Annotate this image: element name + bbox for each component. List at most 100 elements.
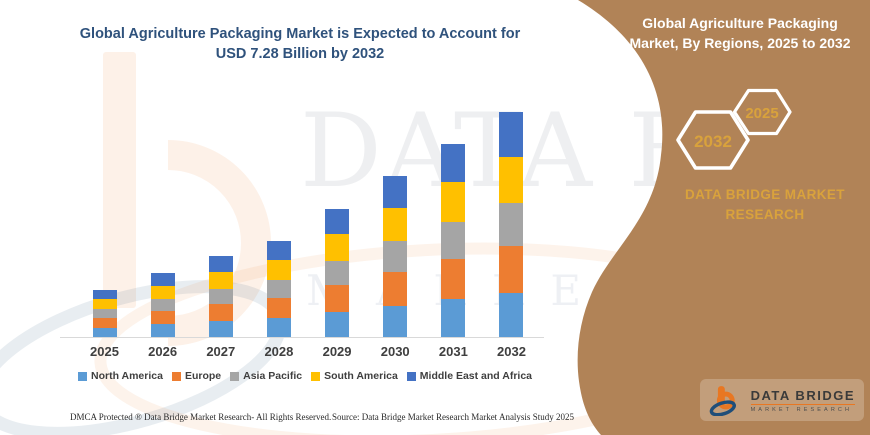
legend-swatch (311, 371, 321, 381)
bar-column-2027 (192, 95, 249, 337)
x-axis-line (60, 337, 544, 338)
chart-title: Global Agriculture Packaging Market is E… (58, 24, 542, 64)
bar-stack-2030 (383, 176, 408, 337)
bar-stack-2031 (441, 143, 466, 337)
bar-segment-2025-north-america (92, 327, 117, 337)
bar-segment-2028-north-america (266, 318, 291, 337)
legend-swatch (171, 371, 181, 381)
bar-segment-2029-asia-pacific (325, 260, 350, 286)
x-axis-label-2029: 2029 (322, 344, 352, 359)
bar-segment-2029-middle-east-and-africa (325, 209, 350, 235)
x-axis-label-2030: 2030 (380, 344, 410, 359)
bar-segment-2029-south-america (325, 234, 350, 261)
bar-stack-2026 (150, 272, 175, 337)
legend-item-north-america: North America (77, 370, 163, 382)
bar-segment-2030-europe (383, 271, 408, 306)
legend-item-middle-east-and-africa: Middle East and Africa (406, 370, 533, 382)
bar-segment-2026-europe (150, 311, 175, 325)
bar-segment-2030-north-america (383, 305, 408, 337)
panel-title-line1: Global Agriculture Packaging (642, 15, 838, 31)
legend-swatch (230, 371, 240, 381)
bar-column-2028 (250, 95, 307, 337)
legend-item-south-america: South America (311, 370, 398, 382)
x-axis-label-2025: 2025 (90, 344, 119, 359)
bar-segment-2031-south-america (441, 182, 466, 223)
x-axis-labels: 2025 2026 2027 2028 2029 2030 2031 2032 (76, 344, 540, 359)
legend-item-asia-pacific: Asia Pacific (230, 370, 302, 382)
bar-segment-2028-middle-east-and-africa (266, 240, 291, 261)
legend-label: Asia Pacific (243, 370, 303, 382)
logo-box: DATA BRIDGE MARKET RESEARCH (700, 379, 864, 421)
bar-segment-2025-middle-east-and-africa (92, 289, 117, 300)
legend-swatch (406, 371, 416, 381)
x-axis-label-2027: 2027 (206, 344, 236, 359)
bar-segment-2027-asia-pacific (208, 288, 233, 305)
bar-segment-2029-north-america (325, 312, 350, 337)
bar-segment-2028-south-america (266, 260, 291, 280)
bar-column-2029 (309, 95, 366, 337)
data-bridge-logo-icon (709, 386, 736, 416)
x-axis-label-2028: 2028 (264, 344, 294, 359)
legend-label: Middle East and Africa (419, 370, 533, 382)
bar-segment-2027-europe (208, 304, 233, 322)
legend-swatch (77, 371, 87, 381)
bar-segment-2025-asia-pacific (92, 308, 117, 318)
legend-label: North America (90, 370, 163, 382)
x-axis-label-2032: 2032 (497, 344, 526, 359)
bar-segment-2026-north-america (150, 324, 175, 337)
bar-stack-2029 (325, 209, 350, 337)
chart-title-line1: Global Agriculture Packaging Market is E… (79, 26, 521, 42)
panel-title: Global Agriculture Packaging Market, By … (616, 13, 864, 53)
bar-stack-2027 (208, 256, 233, 337)
footer-source: Source: Data Bridge Market Research Mark… (332, 412, 574, 422)
bar-segment-2032-asia-pacific (499, 203, 524, 246)
bar-stack-2028 (266, 240, 291, 337)
brand-line1: DATA BRIDGE MARKET (685, 187, 845, 202)
bar-segment-2031-middle-east-and-africa (441, 143, 466, 183)
bar-column-2032 (483, 95, 540, 337)
logo-subtitle: MARKET RESEARCH (750, 406, 853, 413)
bar-column-2025 (76, 95, 133, 337)
bar-chart (76, 95, 540, 337)
bar-segment-2032-europe (499, 245, 524, 294)
bar-segment-2028-europe (266, 298, 291, 319)
bar-segment-2025-south-america (92, 299, 117, 309)
bar-column-2031 (425, 95, 482, 337)
logo-title: DATA BRIDGE (750, 387, 855, 405)
x-axis-label-2026: 2026 (148, 344, 178, 359)
legend-label: South America (324, 370, 398, 382)
x-axis-label-2031: 2031 (438, 344, 468, 359)
legend-item-europe: Europe (171, 370, 222, 382)
bar-segment-2030-asia-pacific (383, 241, 408, 272)
bar-segment-2028-asia-pacific (266, 279, 291, 299)
bar-stack-2025 (92, 289, 117, 337)
footer-dmca: DMCA Protected ® Data Bridge Market Rese… (70, 412, 332, 422)
brand-line2: RESEARCH (725, 207, 805, 222)
bar-column-2026 (134, 95, 191, 337)
hexagon-2025 (732, 88, 792, 136)
legend-label: Europe (184, 370, 222, 382)
bar-segment-2031-north-america (441, 299, 466, 337)
bar-segment-2026-asia-pacific (150, 298, 175, 312)
bar-segment-2031-asia-pacific (441, 222, 466, 259)
bar-column-2030 (367, 95, 424, 337)
bar-segment-2027-south-america (208, 272, 233, 289)
bar-segment-2027-middle-east-and-africa (208, 256, 233, 273)
bar-segment-2032-south-america (499, 157, 524, 204)
bar-segment-2029-europe (325, 285, 350, 312)
bar-segment-2031-europe (441, 258, 466, 300)
hexagon-2032 (676, 110, 750, 170)
panel-title-line2: Market, By Regions, 2025 to 2032 (629, 35, 851, 51)
chart-legend: North America Europe Asia Pacific South Ame… (45, 370, 565, 382)
bar-segment-2032-middle-east-and-africa (499, 112, 524, 158)
bar-stack-2032 (499, 112, 524, 337)
hexagon-2032-label: 2032 (694, 132, 732, 151)
hexagon-2025-label: 2025 (745, 105, 778, 122)
bar-segment-2030-middle-east-and-africa (383, 176, 408, 209)
bar-segment-2026-middle-east-and-africa (150, 272, 175, 286)
chart-title-line2: USD 7.28 Billion by 2032 (215, 46, 385, 62)
brand-wordmark: DATA BRIDGE MARKET RESEARCH (648, 185, 870, 225)
